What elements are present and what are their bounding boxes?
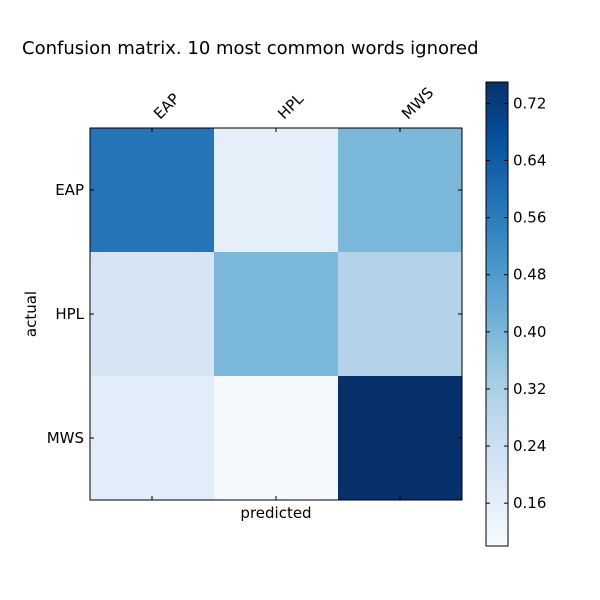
x-tick-label: EAP [150,90,183,123]
colorbar-tick-label: 0.24 [513,437,546,455]
colorbar-gradient [485,81,509,547]
y-tick-label: EAP [55,181,84,199]
axis-ticks [90,128,462,500]
heatmap-cell [214,376,338,500]
colorbar-tick-label: 0.48 [513,266,546,284]
heatmap-cell [90,252,214,376]
colorbar-tick-label: 0.16 [513,494,546,512]
heatmap-cell [214,252,338,376]
heatmap-cell [338,376,462,500]
heatmap-cell [90,376,214,500]
colorbar-tick-label: 0.72 [513,94,546,112]
colorbar-ticks: 0.16 0.24 0.32 0.40 0.48 0.56 0.64 0.72 [486,94,546,512]
colorbar: 0.16 0.24 0.32 0.40 0.48 0.56 0.64 0.72 [485,81,546,547]
heatmap-cell [90,128,214,252]
x-tick-labels: EAP HPL MWS [150,84,437,123]
colorbar-tick-label: 0.40 [513,323,546,341]
colorbar-tick-label: 0.56 [513,209,546,227]
heatmap-cell [214,128,338,252]
y-tick-labels: EAP HPL MWS [47,181,85,447]
y-tick-label: HPL [55,305,84,323]
heatmap-cell [338,252,462,376]
heatmap-cell [338,128,462,252]
colorbar-tick-label: 0.32 [513,380,546,398]
y-tick-label: MWS [47,429,84,447]
colorbar-tick-label: 0.64 [513,152,546,170]
heatmap-cells [90,128,462,500]
x-tick-label: MWS [398,84,437,123]
chart-title: Confusion matrix. 10 most common words i… [22,38,479,59]
x-tick-label: HPL [274,89,307,122]
x-axis-label: predicted [240,504,311,522]
y-axis-label: actual [22,291,40,337]
